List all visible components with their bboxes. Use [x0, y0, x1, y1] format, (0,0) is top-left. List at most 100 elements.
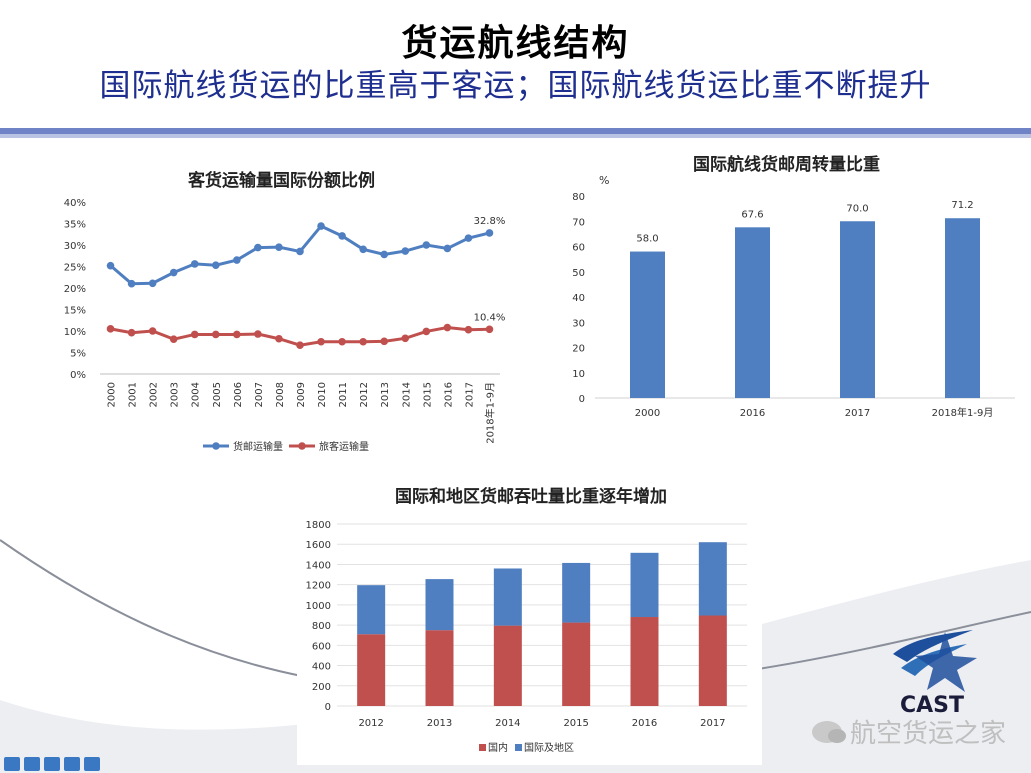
chart3-bar-segment-1	[630, 552, 659, 618]
chart1-xtick-label: 2009	[296, 382, 307, 407]
chart2-bar	[945, 218, 980, 398]
chart1-point-1	[485, 325, 494, 334]
grid-icon[interactable]	[84, 757, 100, 771]
chart2-ytick-label: 40	[572, 293, 585, 304]
chart3-bar-segment-0	[630, 617, 659, 706]
chart1-ytick-label: 25%	[64, 263, 86, 274]
chart2-bar	[840, 221, 875, 398]
chart1-end-label: 10.4%	[474, 312, 506, 323]
chart2-ytick-label: 50	[572, 268, 585, 279]
chart2-value-label: 67.6	[741, 209, 763, 220]
chart1-point-0	[127, 279, 136, 288]
chart1-point-0	[317, 222, 325, 230]
chart3-legend-label: 国际及地区	[524, 741, 574, 754]
chart1-ytick-label: 5%	[70, 349, 86, 360]
chart1-ytick-label: 20%	[64, 284, 86, 295]
chart1-point-0	[275, 243, 283, 251]
chart1-point-0	[169, 268, 178, 277]
chart1-point-1	[464, 325, 473, 334]
chart1-point-1	[233, 330, 241, 339]
chart1-line-chart: 0% 5% 10% 15% 20% 25% 30% 35% 40% 2000 2001 2002 200…	[64, 198, 506, 453]
chart1-ytick-label: 15%	[64, 306, 86, 317]
chart1-point-1	[296, 341, 304, 349]
chart2-xtick-label: 2000	[635, 408, 660, 419]
chart2-ytick-label: 30	[572, 318, 585, 329]
chart1-xtick-label: 2007	[254, 382, 265, 407]
chart3-legend-label: 国内	[488, 741, 508, 754]
chart2-xtick-label: 2017	[845, 408, 870, 419]
chart2-ytick-label: 80	[572, 192, 585, 203]
chart3-ytick-label: 400	[312, 662, 331, 673]
chart1-point-1	[422, 327, 431, 336]
chart1-xtick-label: 2016	[443, 382, 454, 407]
chart1-ytick-label: 35%	[64, 220, 86, 231]
chart1-point-1	[148, 327, 157, 335]
chart3-xtick-label: 2016	[632, 718, 657, 729]
chart1-xtick-label: 2013	[380, 382, 391, 407]
chart1-point-0	[211, 261, 220, 270]
chart1-xtick-label: 2018年1-9月	[483, 382, 496, 444]
chart3-bar-segment-0	[425, 630, 454, 706]
chart1-point-0	[422, 241, 431, 249]
chart1-point-0	[296, 247, 304, 256]
chart1-legend-label: 货邮运输量	[233, 440, 283, 453]
chart1-point-0	[380, 250, 389, 259]
watermark-text: 航空货运之家	[850, 719, 1007, 749]
chart3-bar-segment-0	[357, 634, 386, 706]
chart2-xtick-label: 2016	[740, 408, 765, 419]
chart1-xtick-label: 2008	[275, 382, 286, 407]
chart1-xtick-label: 2014	[401, 382, 412, 407]
shirt-icon[interactable]	[64, 757, 80, 771]
chart2-ytick-label: 70	[572, 217, 585, 228]
chart1-xtick-label: 2011	[338, 382, 349, 407]
chart2-ytick-label: 60	[572, 243, 585, 254]
chart1-point-0	[359, 245, 367, 254]
chart3-xtick-label: 2014	[495, 718, 520, 729]
chart1-ytick-label: 10%	[64, 327, 86, 338]
chart1-xtick-label: 2004	[191, 382, 202, 407]
chart1-point-1	[254, 330, 262, 338]
chart2-ytick-label: 10	[572, 369, 585, 380]
chart1-xtick-label: 2010	[317, 382, 328, 407]
chart3-bar-segment-1	[562, 562, 591, 623]
chart1-point-1	[127, 328, 136, 337]
chart1-point-1	[359, 337, 367, 346]
chart1-xtick-label: 2005	[212, 382, 223, 407]
chart2-value-label: 71.2	[951, 200, 973, 211]
page-title: 货运航线结构	[401, 23, 630, 64]
chart1-legend-marker	[212, 442, 220, 450]
cast-logo: CAST	[893, 630, 977, 716]
chart2-bar	[735, 227, 770, 398]
chart1-point-1	[443, 323, 452, 332]
chart3-bar-segment-1	[698, 542, 727, 616]
chart3-xtick-label: 2013	[427, 718, 452, 729]
chart1-point-1	[317, 337, 325, 346]
chart2-value-label: 58.0	[636, 234, 658, 245]
chart1-point-0	[233, 256, 241, 264]
status-bar	[0, 755, 119, 773]
chart2-bar-chart: % 0 10 20 30 40 50 60 70 80 58.0 2000 67.6 2016 70.0 20…	[572, 174, 1015, 419]
chart3-ytick-label: 1400	[306, 560, 331, 571]
keyboard-icon[interactable]	[24, 757, 40, 771]
chart1-ytick-label: 0%	[70, 370, 86, 381]
chart1-point-1	[338, 337, 346, 346]
chart1-xtick-label: 2003	[170, 382, 181, 407]
cast-logo-text: CAST	[900, 693, 964, 716]
chart3-bar-segment-1	[357, 585, 386, 635]
page-subtitle: 国际航线货运的比重高于客运；国际航线货运比重不断提升	[99, 68, 932, 104]
chart2-ytick-label: 0	[579, 394, 585, 405]
chart3-ytick-label: 1200	[306, 581, 331, 592]
chart1-xtick-label: 2017	[464, 382, 475, 407]
chart2-bar	[630, 251, 665, 398]
chart1-point-1	[275, 334, 283, 343]
chart1-legend-label: 旅客运输量	[319, 440, 369, 453]
header-divider-light	[0, 134, 1031, 138]
user-icon[interactable]	[44, 757, 60, 771]
chart1-point-1	[190, 330, 199, 339]
chart3-ytick-label: 600	[312, 641, 331, 652]
chart3-xtick-label: 2012	[358, 718, 383, 729]
chart1-end-label: 32.8%	[474, 216, 506, 227]
chart1-xtick-label: 2006	[233, 382, 244, 407]
microphone-icon[interactable]	[4, 757, 20, 771]
watermark: 航空货运之家	[812, 713, 1006, 750]
